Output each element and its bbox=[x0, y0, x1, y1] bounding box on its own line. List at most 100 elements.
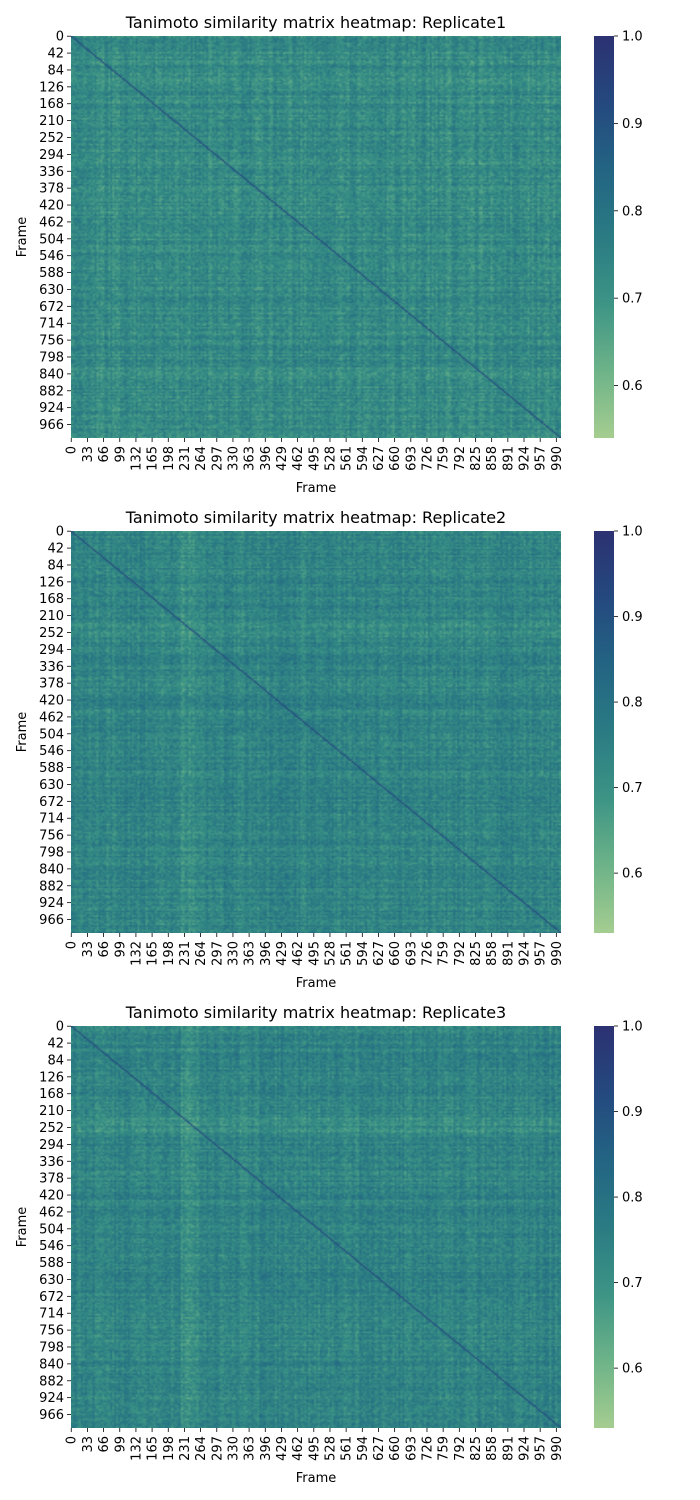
x-tick-label: 990 bbox=[550, 941, 565, 966]
y-tick-label: 924 bbox=[39, 896, 64, 911]
y-tick-label: 84 bbox=[47, 63, 64, 78]
y-tick-label: 84 bbox=[47, 1053, 64, 1068]
x-tick-label: 231 bbox=[178, 446, 193, 471]
y-tick-label: 672 bbox=[39, 1290, 64, 1305]
y-tick-label: 966 bbox=[39, 913, 64, 928]
x-tick-label: 528 bbox=[323, 1436, 338, 1461]
heatmap-cells bbox=[71, 36, 561, 438]
y-tick-label: 336 bbox=[39, 165, 64, 180]
x-tick-label: 891 bbox=[501, 446, 516, 471]
x-tick-label: 858 bbox=[485, 446, 500, 471]
x-tick-label: 792 bbox=[453, 446, 468, 471]
x-tick-label: 660 bbox=[388, 1436, 403, 1461]
colorbar-tick-label: 0.7 bbox=[622, 1276, 643, 1291]
x-tick-label: 297 bbox=[210, 1436, 225, 1461]
x-tick-label: 561 bbox=[340, 446, 355, 471]
x-tick-label: 363 bbox=[243, 446, 258, 471]
x-tick-label: 264 bbox=[194, 941, 209, 966]
y-tick-label: 714 bbox=[39, 1307, 64, 1322]
x-tick-label: 396 bbox=[259, 941, 274, 966]
y-axis-label: Frame bbox=[15, 1207, 30, 1248]
y-tick-label: 714 bbox=[39, 812, 64, 827]
x-tick-label: 594 bbox=[356, 446, 371, 471]
x-tick-label: 330 bbox=[226, 941, 241, 966]
x-tick-label: 759 bbox=[437, 941, 452, 966]
x-tick-label: 957 bbox=[534, 1436, 549, 1461]
x-tick-label: 594 bbox=[356, 1436, 371, 1461]
x-tick-label: 990 bbox=[550, 446, 565, 471]
y-tick-label: 756 bbox=[39, 829, 64, 844]
y-tick-label: 504 bbox=[39, 1222, 64, 1237]
y-tick-label: 966 bbox=[39, 1408, 64, 1423]
x-axis-label: Frame bbox=[296, 481, 337, 496]
y-tick-label: 504 bbox=[39, 232, 64, 247]
x-tick-label: 198 bbox=[162, 941, 177, 966]
x-tick-label: 561 bbox=[340, 1436, 355, 1461]
y-tick-label: 378 bbox=[39, 677, 64, 692]
x-tick-label: 363 bbox=[243, 1436, 258, 1461]
x-tick-label: 759 bbox=[437, 1436, 452, 1461]
colorbar bbox=[594, 531, 614, 933]
x-tick-label: 858 bbox=[485, 941, 500, 966]
heatmap-panel-2: Tanimoto similarity matrix heatmap: Repl… bbox=[15, 508, 643, 991]
colorbar-tick-label: 0.8 bbox=[622, 204, 643, 219]
y-tick-label: 630 bbox=[39, 778, 64, 793]
x-tick-label: 726 bbox=[420, 941, 435, 966]
y-tick-label: 630 bbox=[39, 1273, 64, 1288]
y-tick-label: 924 bbox=[39, 1391, 64, 1406]
x-tick-label: 462 bbox=[291, 1436, 306, 1461]
y-tick-label: 840 bbox=[39, 367, 64, 382]
y-tick-label: 630 bbox=[39, 283, 64, 298]
x-tick-label: 561 bbox=[340, 941, 355, 966]
x-tick-label: 594 bbox=[356, 941, 371, 966]
y-tick-label: 294 bbox=[39, 148, 64, 163]
x-tick-label: 693 bbox=[404, 446, 419, 471]
heatmap-cells bbox=[71, 531, 561, 933]
x-tick-label: 66 bbox=[97, 1436, 112, 1453]
x-tick-label: 693 bbox=[404, 941, 419, 966]
x-axis-label: Frame bbox=[296, 1471, 337, 1486]
x-tick-label: 99 bbox=[113, 1436, 128, 1453]
y-axis-label: Frame bbox=[15, 712, 30, 753]
colorbar-tick-label: 1.0 bbox=[622, 1020, 643, 1035]
x-tick-label: 33 bbox=[81, 941, 96, 958]
x-tick-label: 165 bbox=[146, 446, 161, 471]
y-tick-label: 210 bbox=[39, 609, 64, 624]
x-tick-label: 396 bbox=[259, 1436, 274, 1461]
colorbar-tick-label: 0.9 bbox=[622, 1105, 643, 1120]
x-tick-label: 198 bbox=[162, 1436, 177, 1461]
y-tick-label: 252 bbox=[39, 626, 64, 641]
x-tick-label: 957 bbox=[534, 941, 549, 966]
x-tick-label: 429 bbox=[275, 941, 290, 966]
y-tick-label: 882 bbox=[39, 384, 64, 399]
x-tick-label: 858 bbox=[485, 1436, 500, 1461]
colorbar-tick-label: 0.6 bbox=[622, 379, 643, 394]
x-tick-label: 198 bbox=[162, 446, 177, 471]
y-tick-label: 462 bbox=[39, 1205, 64, 1220]
y-tick-label: 126 bbox=[39, 575, 64, 590]
x-tick-label: 660 bbox=[388, 446, 403, 471]
x-tick-label: 726 bbox=[420, 446, 435, 471]
x-tick-label: 0 bbox=[65, 941, 80, 949]
heatmap-cells bbox=[71, 1026, 561, 1428]
y-tick-label: 546 bbox=[39, 1239, 64, 1254]
y-tick-label: 336 bbox=[39, 1155, 64, 1170]
colorbar-tick-label: 0.9 bbox=[622, 117, 643, 132]
x-tick-label: 825 bbox=[469, 941, 484, 966]
chart-title: Tanimoto similarity matrix heatmap: Repl… bbox=[125, 1003, 506, 1022]
y-tick-label: 756 bbox=[39, 1324, 64, 1339]
colorbar-tick-label: 1.0 bbox=[622, 525, 643, 540]
chart-title: Tanimoto similarity matrix heatmap: Repl… bbox=[125, 508, 506, 527]
x-tick-label: 660 bbox=[388, 941, 403, 966]
y-tick-label: 798 bbox=[39, 350, 64, 365]
y-tick-label: 882 bbox=[39, 879, 64, 894]
colorbar-tick-label: 0.7 bbox=[622, 781, 643, 796]
x-tick-label: 396 bbox=[259, 446, 274, 471]
y-tick-label: 168 bbox=[39, 1087, 64, 1102]
y-tick-label: 336 bbox=[39, 660, 64, 675]
y-tick-label: 462 bbox=[39, 710, 64, 725]
y-tick-label: 924 bbox=[39, 401, 64, 416]
x-tick-label: 891 bbox=[501, 941, 516, 966]
y-tick-label: 798 bbox=[39, 1340, 64, 1355]
